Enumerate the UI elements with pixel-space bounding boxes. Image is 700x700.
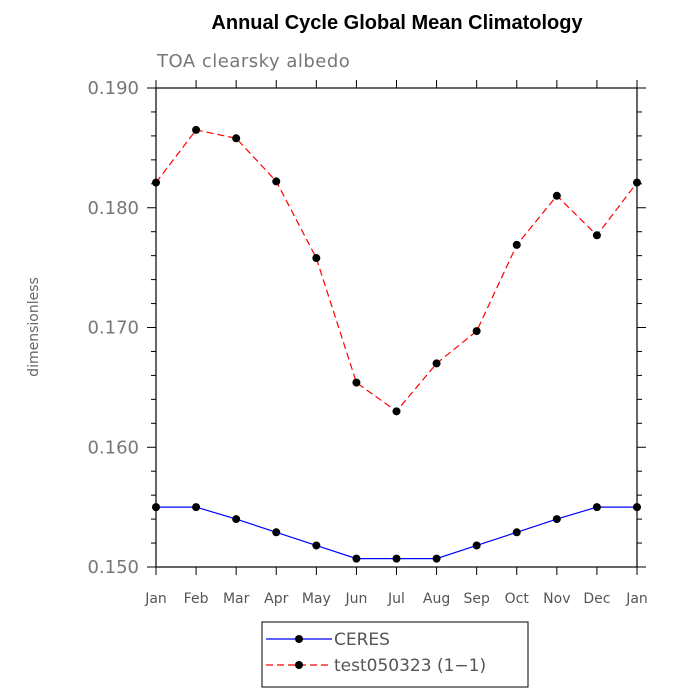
x-tick-label: Jun bbox=[344, 591, 367, 607]
chart-subtitle: TOA clearsky albedo bbox=[156, 51, 350, 72]
y-tick-label: 0.180 bbox=[87, 198, 139, 219]
x-tick-label: Jan bbox=[144, 591, 167, 607]
x-tick-label: Apr bbox=[264, 591, 288, 607]
legend-label-1: CERES bbox=[334, 630, 390, 650]
axis-ticks bbox=[147, 80, 646, 575]
series-2-point bbox=[592, 231, 601, 240]
legend-marker-1 bbox=[295, 635, 303, 643]
series-1-point bbox=[472, 541, 481, 550]
series-layer bbox=[152, 125, 641, 563]
series-2-point bbox=[392, 407, 401, 416]
series-2-point bbox=[352, 378, 361, 387]
series-2-point bbox=[272, 177, 281, 186]
x-tick-label: May bbox=[302, 591, 331, 607]
series-1-point bbox=[512, 528, 521, 537]
x-tick-label: Oct bbox=[505, 591, 530, 607]
legend-marker-2 bbox=[295, 661, 303, 669]
series-1-point bbox=[312, 541, 321, 550]
series-1-point bbox=[232, 515, 241, 524]
x-tick-label: Jul bbox=[387, 591, 405, 607]
tick-labels: 0.150 0.160 0.170 0.180 0.190 Jan Feb Mar Apr May… bbox=[87, 78, 647, 607]
series-2-point bbox=[552, 191, 561, 200]
series-2-point bbox=[312, 254, 321, 263]
x-tick-label: Sep bbox=[463, 591, 490, 607]
x-tick-label: Mar bbox=[223, 591, 250, 607]
legend: CERES test050323 (1−1) bbox=[261, 621, 529, 688]
series-1-point bbox=[592, 503, 601, 512]
x-tick-label: Aug bbox=[423, 591, 450, 607]
plot-frame bbox=[155, 87, 638, 568]
series-2-point bbox=[192, 125, 201, 134]
series-2-point bbox=[232, 134, 241, 143]
x-tick-label: Nov bbox=[543, 591, 570, 607]
x-tick-label: Jan bbox=[625, 591, 648, 607]
series-line-2 bbox=[155, 129, 638, 413]
legend-box bbox=[261, 621, 529, 688]
y-tick-label: 0.160 bbox=[87, 437, 139, 458]
series-line-1 bbox=[156, 506, 637, 560]
y-tick-label: 0.150 bbox=[87, 557, 139, 578]
series-2-point bbox=[472, 327, 481, 336]
series-1-point bbox=[392, 554, 401, 563]
series-1-point bbox=[432, 554, 441, 563]
chart-title: Annual Cycle Global Mean Climatology bbox=[211, 12, 583, 34]
y-tick-label: 0.170 bbox=[87, 318, 139, 339]
legend-label-2: test050323 (1−1) bbox=[334, 656, 486, 676]
y-tick-label: 0.190 bbox=[87, 78, 139, 99]
series-2-point bbox=[512, 240, 521, 249]
series-1-point bbox=[192, 503, 201, 512]
series-1-point bbox=[272, 528, 281, 537]
series-1-point bbox=[552, 515, 561, 524]
series-1-point bbox=[352, 554, 361, 563]
x-tick-label: Feb bbox=[184, 591, 209, 607]
series-2-point bbox=[432, 359, 441, 368]
y-axis-label: dimensionless bbox=[26, 277, 42, 377]
x-tick-label: Dec bbox=[583, 591, 610, 607]
